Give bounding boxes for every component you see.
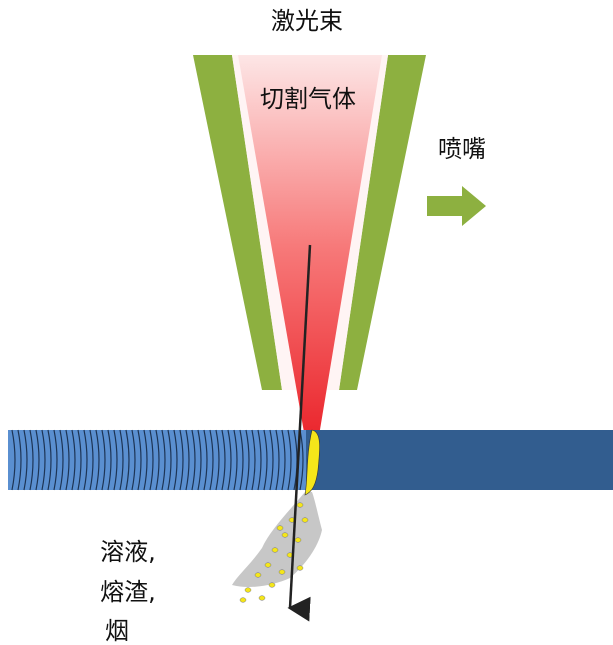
workpiece-cut	[8, 430, 306, 490]
droplet	[254, 572, 262, 578]
nozzle-wall-left	[193, 55, 282, 390]
striations	[11, 429, 304, 491]
striation	[299, 429, 304, 491]
striation	[101, 429, 106, 491]
striation	[89, 429, 94, 491]
striation	[155, 429, 160, 491]
striation	[161, 429, 166, 491]
label-laser-beam: 激光束	[271, 7, 343, 35]
droplet	[296, 502, 304, 508]
droplet	[296, 565, 304, 571]
striation	[71, 429, 76, 491]
striation	[11, 429, 16, 491]
nozzle-wall-right	[339, 55, 426, 390]
droplet	[294, 537, 302, 543]
striation	[221, 429, 226, 491]
label-ejecta: 熔渣,	[100, 578, 156, 606]
label-ejecta: 溶液,	[100, 538, 156, 566]
droplet	[281, 532, 289, 538]
striation	[239, 429, 244, 491]
striation	[209, 429, 214, 491]
striation	[47, 429, 52, 491]
striation	[215, 429, 220, 491]
smoke	[232, 492, 322, 588]
label-ejecta: 烟	[105, 617, 129, 645]
striation	[29, 429, 34, 491]
striation	[191, 429, 196, 491]
striation	[113, 429, 118, 491]
striation	[77, 429, 82, 491]
striation	[53, 429, 58, 491]
droplet	[271, 547, 279, 553]
striation	[227, 429, 232, 491]
striation	[17, 429, 22, 491]
striation	[65, 429, 70, 491]
droplet	[244, 587, 252, 593]
striation	[41, 429, 46, 491]
striation	[107, 429, 112, 491]
striation	[185, 429, 190, 491]
droplet	[268, 582, 276, 588]
striation	[137, 429, 142, 491]
striation	[203, 429, 208, 491]
striation	[149, 429, 154, 491]
striation	[35, 429, 40, 491]
striation	[95, 429, 100, 491]
striation	[173, 429, 178, 491]
label-nozzle: 喷嘴	[438, 135, 486, 163]
striation	[275, 429, 280, 491]
striation	[179, 429, 184, 491]
striation	[167, 429, 172, 491]
label-cutting-gas: 切割气体	[260, 85, 356, 113]
striation	[125, 429, 130, 491]
striation	[281, 429, 286, 491]
droplet	[239, 597, 247, 603]
droplet	[276, 525, 284, 531]
striation	[131, 429, 136, 491]
striation	[23, 429, 28, 491]
droplet	[301, 517, 309, 523]
droplet	[278, 569, 286, 575]
striation	[143, 429, 148, 491]
striation	[233, 429, 238, 491]
molten-kerf	[304, 429, 320, 496]
droplet	[264, 562, 272, 568]
molten-droplets	[239, 502, 309, 603]
striation	[257, 429, 262, 491]
striation	[269, 429, 274, 491]
striation	[287, 429, 292, 491]
striation	[245, 429, 250, 491]
movement-arrow	[427, 186, 486, 226]
striation	[119, 429, 124, 491]
striation	[251, 429, 256, 491]
striation	[263, 429, 268, 491]
striation	[59, 429, 64, 491]
beam-axis-arrow	[287, 244, 312, 622]
droplet	[258, 595, 266, 601]
striation	[83, 429, 88, 491]
striation	[197, 429, 202, 491]
